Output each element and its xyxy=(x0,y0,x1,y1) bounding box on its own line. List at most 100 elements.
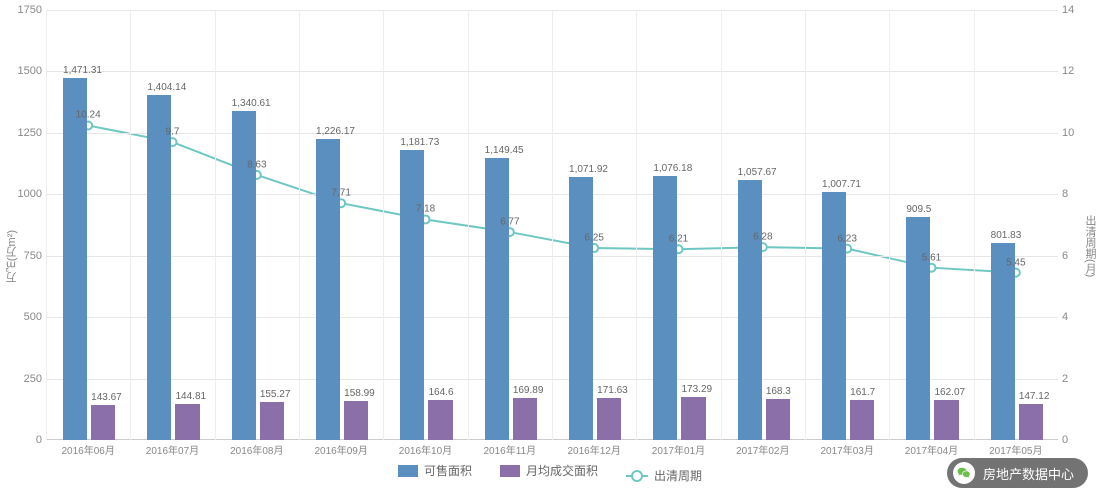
watermark: 房地产数据中心 xyxy=(947,458,1088,488)
y-right-tick: 12 xyxy=(1062,65,1092,77)
legend-item-clearance_period[interactable]: 出清周期 xyxy=(626,467,702,484)
y-right-tick: 4 xyxy=(1062,311,1092,323)
bar-label: 909.5 xyxy=(906,204,930,215)
bar-avg_monthly_area: 147.12 xyxy=(1019,404,1043,440)
bar-avg_monthly_area: 155.27 xyxy=(260,402,284,440)
y-left-tick: 250 xyxy=(2,373,42,385)
legend-label: 可售面积 xyxy=(424,462,472,479)
bar-avg_monthly_area: 168.3 xyxy=(766,399,790,440)
y-right-tick: 10 xyxy=(1062,127,1092,139)
bar-avg_monthly_area: 169.89 xyxy=(513,398,537,440)
line-point-label: 6.25 xyxy=(584,233,603,244)
legend-label: 出清周期 xyxy=(654,467,702,484)
y-left-tick: 1500 xyxy=(2,65,42,77)
x-tick: 2017年03月 xyxy=(805,442,889,457)
bar-avg_monthly_area: 143.67 xyxy=(91,405,115,440)
line-point-label: 8.63 xyxy=(247,160,266,171)
category: 1,226.17158.99 xyxy=(299,10,384,440)
bar-listable_area: 909.5 xyxy=(906,217,930,440)
line-point-label: 6.28 xyxy=(753,232,772,243)
bar-label: 1,340.61 xyxy=(232,98,256,109)
bar-avg_monthly_area: 158.99 xyxy=(344,401,368,440)
chat-bubble-icon xyxy=(957,466,971,480)
bar-label: 1,149.45 xyxy=(485,145,509,156)
legend-item-avg_monthly_area[interactable]: 月均成交面积 xyxy=(500,462,598,479)
chart-container: 万㎡(万m²) 出清周期(月) 025050075010001250150017… xyxy=(0,0,1100,500)
y-right-tick: 6 xyxy=(1062,250,1092,262)
bar-listable_area: 1,076.18 xyxy=(653,176,677,440)
x-tick: 2016年08月 xyxy=(215,442,299,457)
bar-avg_monthly_area: 164.6 xyxy=(428,400,452,440)
line-point-label: 10.24 xyxy=(76,110,101,121)
bar-listable_area: 1,149.45 xyxy=(485,158,509,440)
bar-avg_monthly_area: 161.7 xyxy=(850,400,874,440)
category: 1,057.67168.3 xyxy=(721,10,806,440)
bar-label: 155.27 xyxy=(260,389,284,400)
bar-avg_monthly_area: 171.63 xyxy=(597,398,621,440)
y-left-tick: 1000 xyxy=(2,188,42,200)
category: 1,340.61 155.27 xyxy=(215,10,300,440)
bar-label: 1,471.31 xyxy=(63,65,87,76)
category: 1,471.31143.67 xyxy=(46,10,131,440)
legend: 可售面积 月均成交面积 出清周期 xyxy=(0,462,1100,484)
bar-label: 164.6 xyxy=(428,387,452,398)
y-left-tick: 0 xyxy=(2,434,42,446)
x-tick: 2016年11月 xyxy=(468,442,552,457)
line-point-label: 7.71 xyxy=(331,188,350,199)
line-point-label: 9.7 xyxy=(166,127,180,138)
bar-avg_monthly_area: 162.07 xyxy=(934,400,958,440)
legend-swatch xyxy=(626,475,648,477)
bar-listable_area: 1,181.73 xyxy=(400,150,424,440)
category: 801.83147.12 xyxy=(974,10,1059,440)
bar-label: 1,071.92 xyxy=(569,164,593,175)
category: 1,076.18 173.29 xyxy=(636,10,721,440)
line-point-label: 6.23 xyxy=(837,233,856,244)
bar-label: 158.99 xyxy=(344,388,368,399)
legend-item-listable_area[interactable]: 可售面积 xyxy=(398,462,472,479)
bar-label: 169.89 xyxy=(513,385,537,396)
category: 1,071.92171.63 xyxy=(552,10,637,440)
bar-label: 162.07 xyxy=(934,387,958,398)
bar-avg_monthly_area: 144.81 xyxy=(175,404,199,440)
line-point-label: 5.45 xyxy=(1006,257,1025,268)
bar-listable_area: 1,057.67 xyxy=(738,180,762,440)
legend-label: 月均成交面积 xyxy=(526,462,598,479)
bar-listable_area: 1,404.14 xyxy=(147,95,171,440)
x-tick: 2016年09月 xyxy=(299,442,383,457)
bar-label: 1,181.73 xyxy=(400,137,424,148)
bar-label: 1,007.71 xyxy=(822,179,846,190)
bar-label: 1,076.18 xyxy=(653,163,677,174)
bar-label: 143.67 xyxy=(91,392,115,403)
x-tick: 2016年06月 xyxy=(46,442,130,457)
category: 1,007.71 161.7 xyxy=(805,10,890,440)
y-axis-right-label: 出清周期(月) xyxy=(1082,215,1098,277)
bar-label: 144.81 xyxy=(175,391,199,402)
bar-label: 168.3 xyxy=(766,386,790,397)
x-tick: 2017年05月 xyxy=(974,442,1058,457)
line-point-label: 5.61 xyxy=(922,252,941,263)
bar-listable_area: 1,226.17 xyxy=(316,139,340,440)
category: 1,181.73164.6 xyxy=(383,10,468,440)
y-right-tick: 0 xyxy=(1062,434,1092,446)
category: 909.5162.07 xyxy=(889,10,974,440)
bar-label: 173.29 xyxy=(681,384,705,395)
y-left-tick: 500 xyxy=(2,311,42,323)
x-tick: 2016年12月 xyxy=(552,442,636,457)
legend-swatch xyxy=(398,465,418,477)
x-tick: 2017年02月 xyxy=(721,442,805,457)
bar-listable_area: 801.83 xyxy=(991,243,1015,440)
line-point-label: 6.21 xyxy=(669,234,688,245)
bar-label: 1,057.67 xyxy=(738,167,762,178)
legend-swatch xyxy=(500,465,520,477)
x-tick: 2016年10月 xyxy=(383,442,467,457)
y-left-tick: 1750 xyxy=(2,4,42,16)
watermark-text: 房地产数据中心 xyxy=(983,464,1074,483)
x-tick: 2017年04月 xyxy=(889,442,973,457)
bar-listable_area: 1,071.92 xyxy=(569,177,593,440)
y-left-tick: 750 xyxy=(2,250,42,262)
bar-listable_area: 1,471.31 xyxy=(63,78,87,440)
bar-label: 1,226.17 xyxy=(316,126,340,137)
y-left-tick: 1250 xyxy=(2,127,42,139)
y-right-tick: 14 xyxy=(1062,4,1092,16)
bar-label: 161.7 xyxy=(850,387,874,398)
